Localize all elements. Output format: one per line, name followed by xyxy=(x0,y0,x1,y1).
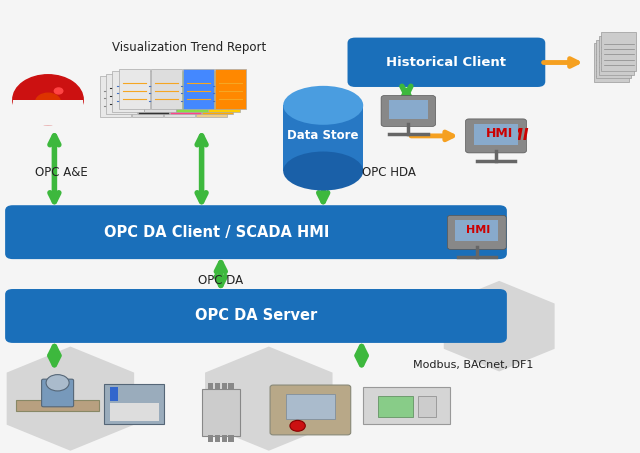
Text: OPC HDA: OPC HDA xyxy=(362,166,415,178)
FancyBboxPatch shape xyxy=(466,119,526,153)
FancyBboxPatch shape xyxy=(177,71,207,111)
FancyBboxPatch shape xyxy=(183,69,214,109)
Text: OPC A&E: OPC A&E xyxy=(35,166,88,178)
FancyBboxPatch shape xyxy=(208,71,239,111)
FancyBboxPatch shape xyxy=(42,379,74,407)
Text: HMI: HMI xyxy=(486,127,513,140)
Bar xyxy=(596,40,631,78)
Text: OPC DA Client / SCADA HMI: OPC DA Client / SCADA HMI xyxy=(104,225,330,240)
Bar xyxy=(228,383,234,390)
Bar xyxy=(208,435,213,442)
FancyBboxPatch shape xyxy=(195,76,227,116)
FancyBboxPatch shape xyxy=(5,289,507,343)
FancyBboxPatch shape xyxy=(5,205,507,259)
Text: HMI: HMI xyxy=(466,225,490,235)
Bar xyxy=(418,396,436,417)
FancyBboxPatch shape xyxy=(447,216,506,249)
Bar xyxy=(594,43,629,82)
FancyBboxPatch shape xyxy=(348,38,545,87)
Circle shape xyxy=(36,93,60,111)
Ellipse shape xyxy=(283,152,364,191)
FancyBboxPatch shape xyxy=(170,74,201,114)
Bar xyxy=(16,400,99,411)
Bar xyxy=(378,396,413,417)
Bar xyxy=(222,383,227,390)
FancyBboxPatch shape xyxy=(119,69,150,109)
Text: Data Store: Data Store xyxy=(287,130,359,142)
FancyBboxPatch shape xyxy=(270,385,351,435)
Text: OPC DA: OPC DA xyxy=(198,275,243,287)
Bar xyxy=(283,106,364,171)
Bar xyxy=(222,435,227,442)
Bar xyxy=(599,36,634,75)
Bar xyxy=(13,100,83,125)
Bar xyxy=(474,124,518,145)
Bar xyxy=(228,435,234,442)
FancyBboxPatch shape xyxy=(202,389,240,436)
FancyBboxPatch shape xyxy=(214,69,246,109)
Circle shape xyxy=(290,420,305,431)
Bar xyxy=(208,383,213,390)
FancyBboxPatch shape xyxy=(100,76,131,116)
FancyBboxPatch shape xyxy=(202,74,233,114)
Circle shape xyxy=(13,75,83,125)
FancyBboxPatch shape xyxy=(113,71,144,111)
Circle shape xyxy=(54,88,63,94)
Bar xyxy=(455,220,499,241)
Bar xyxy=(388,100,428,119)
Text: HMI: HMI xyxy=(495,128,529,144)
Bar xyxy=(110,387,118,401)
Text: OPC DA Server: OPC DA Server xyxy=(195,308,317,323)
FancyBboxPatch shape xyxy=(104,384,164,424)
FancyBboxPatch shape xyxy=(381,96,435,126)
FancyBboxPatch shape xyxy=(132,76,163,116)
Bar xyxy=(602,33,636,71)
FancyBboxPatch shape xyxy=(106,74,138,114)
Text: HMI: HMI xyxy=(455,223,499,242)
Circle shape xyxy=(46,375,69,391)
FancyBboxPatch shape xyxy=(138,74,169,114)
FancyBboxPatch shape xyxy=(145,71,175,111)
Bar xyxy=(215,383,220,390)
FancyBboxPatch shape xyxy=(151,69,182,109)
Bar xyxy=(286,394,335,419)
FancyBboxPatch shape xyxy=(164,76,195,116)
Bar xyxy=(110,403,159,421)
Text: Historical Client: Historical Client xyxy=(387,56,506,69)
Text: Visualization Trend Report: Visualization Trend Report xyxy=(111,41,266,54)
Text: Modbus, BACnet, DF1: Modbus, BACnet, DF1 xyxy=(413,360,533,370)
Ellipse shape xyxy=(283,86,364,125)
FancyBboxPatch shape xyxy=(363,387,450,424)
Bar xyxy=(215,435,220,442)
